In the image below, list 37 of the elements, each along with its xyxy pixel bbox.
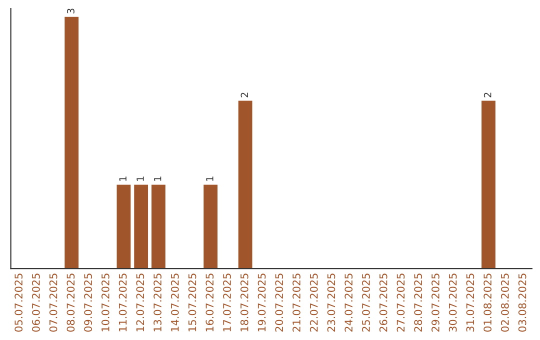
x-tick-label: 30.07.2025 [448, 274, 457, 332]
x-tick-label: 02.08.2025 [500, 274, 509, 332]
data-label: 1 [206, 176, 214, 181]
x-tick-label: 13.07.2025 [154, 274, 162, 332]
x-tick-label: 22.07.2025 [310, 274, 318, 332]
x-tick-label: 06.07.2025 [32, 274, 40, 332]
x-tick-label: 16.07.2025 [206, 274, 214, 332]
x-tick-label: 08.07.2025 [66, 274, 75, 332]
x-tick-label: 11.07.2025 [118, 274, 127, 332]
x-tick-label: 03.08.2025 [518, 274, 526, 332]
x-tick-label: 27.07.2025 [396, 274, 405, 332]
x-tick-label: 25.07.2025 [362, 274, 370, 332]
data-label: 2 [240, 92, 248, 98]
x-tick-label: 28.07.2025 [414, 274, 422, 332]
data-label: 2 [484, 92, 492, 98]
data-label: 1 [136, 176, 144, 181]
x-tick-label: 12.07.2025 [136, 274, 144, 332]
x-tick-label: 09.07.2025 [84, 274, 92, 332]
x-tick-label: 29.07.2025 [432, 274, 440, 332]
x-tick-label: 19.07.2025 [258, 274, 266, 332]
x-tick-label: 31.07.2025 [466, 274, 474, 332]
x-tick-label: 07.07.2025 [49, 274, 58, 332]
x-tick-label: 23.07.2025 [327, 274, 336, 332]
x-tick-label: 21.07.2025 [292, 274, 300, 332]
x-tick-label: 26.07.2025 [379, 274, 388, 332]
x-tick-label: 05.07.2025 [14, 274, 23, 332]
x-tick-label: 17.07.2025 [223, 274, 231, 332]
data-label: 1 [119, 176, 126, 181]
data-label: 3 [67, 8, 74, 14]
x-tick-label: 18.07.2025 [240, 274, 248, 332]
x-tick-label: 01.08.2025 [484, 274, 492, 332]
x-tick-label: 14.07.2025 [170, 274, 179, 332]
data-label: 1 [154, 176, 162, 181]
x-tick-label: 15.07.2025 [188, 274, 196, 332]
x-tick-label: 24.07.2025 [344, 274, 353, 332]
x-tick-label: 20.07.2025 [275, 274, 284, 332]
x-tick-label: 10.07.2025 [101, 274, 110, 332]
